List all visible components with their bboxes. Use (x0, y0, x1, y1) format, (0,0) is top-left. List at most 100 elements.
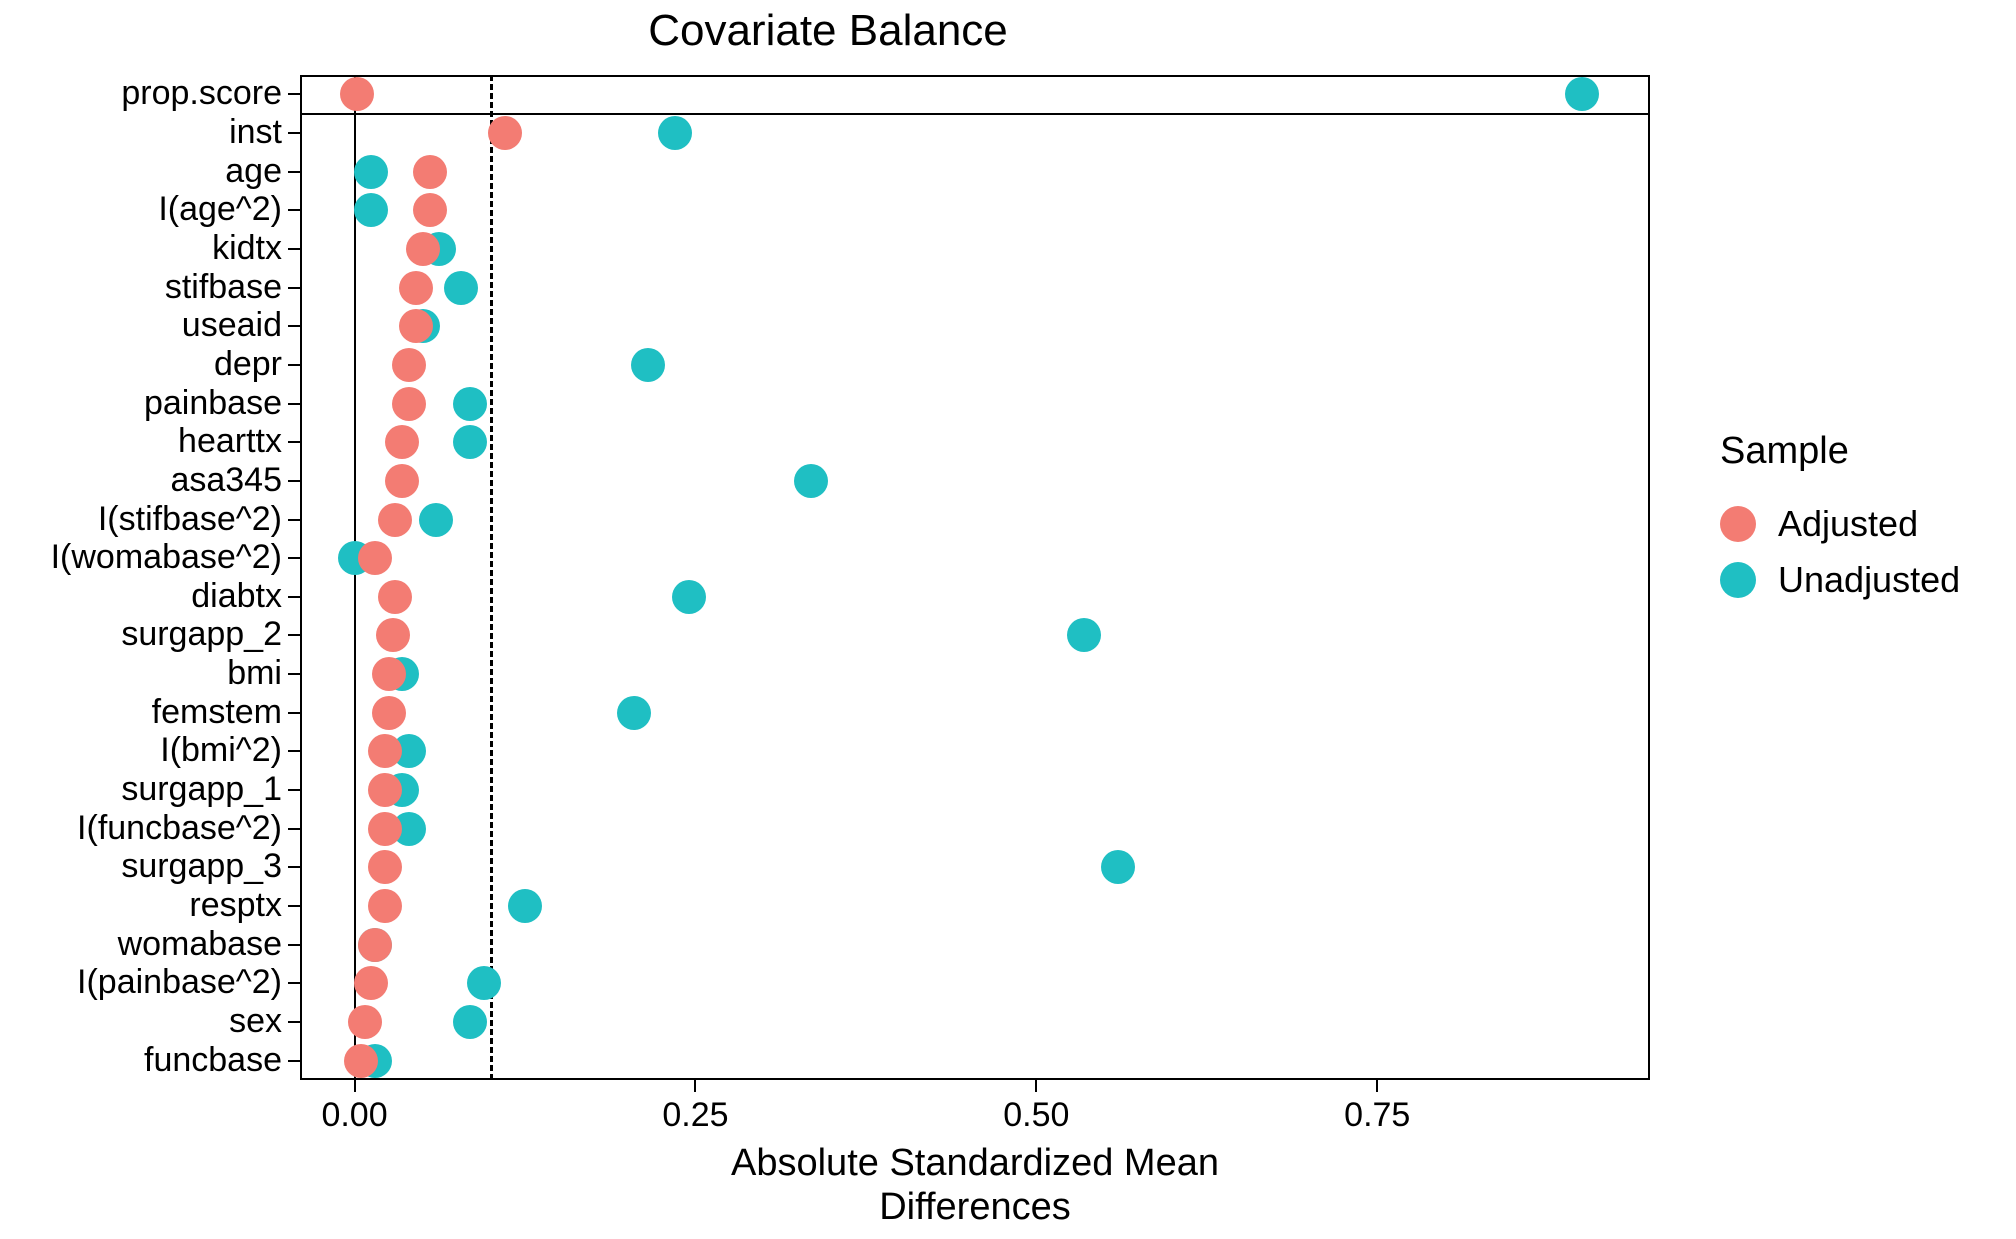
y-tick (288, 789, 300, 791)
point-adjusted (368, 773, 402, 807)
y-axis-label: surgapp_2 (121, 615, 282, 654)
legend-item: Adjusted (1720, 503, 1960, 545)
y-axis-label: I(womabase^2) (51, 538, 282, 577)
y-axis-label: I(painbase^2) (77, 963, 282, 1002)
y-tick (288, 634, 300, 636)
ref-line-zero (354, 75, 356, 1080)
y-tick (288, 1060, 300, 1062)
y-axis-label: femstem (152, 693, 282, 732)
y-tick (288, 93, 300, 95)
point-unadjusted (1101, 850, 1135, 884)
y-axis-label: resptx (189, 886, 282, 925)
point-unadjusted (453, 1005, 487, 1039)
y-axis-label: stifbase (165, 268, 282, 307)
x-tick (1035, 1080, 1037, 1092)
y-axis-label: useaid (182, 306, 282, 345)
point-unadjusted (672, 580, 706, 614)
y-axis-label: bmi (227, 654, 282, 693)
point-adjusted (406, 232, 440, 266)
x-axis-tick-label: 0.50 (1003, 1096, 1069, 1135)
x-axis-tick-label: 0.00 (321, 1096, 387, 1135)
y-axis-label: surgapp_3 (121, 847, 282, 886)
legend-swatch-icon (1720, 562, 1756, 598)
y-tick (288, 905, 300, 907)
legend-label: Adjusted (1778, 503, 1918, 545)
y-tick (288, 364, 300, 366)
point-unadjusted (658, 116, 692, 150)
ref-line-threshold (490, 75, 493, 1080)
point-unadjusted (631, 348, 665, 382)
y-tick (288, 480, 300, 482)
legend-title: Sample (1720, 430, 1960, 473)
legend: Sample Adjusted Unadjusted (1720, 430, 1960, 615)
x-axis-title: Absolute Standardized MeanDifferences (300, 1142, 1650, 1229)
y-axis-label: I(stifbase^2) (98, 500, 282, 539)
y-axis-label: womabase (118, 925, 282, 964)
x-axis-tick-label: 0.75 (1344, 1096, 1410, 1135)
y-axis-label: kidtx (212, 229, 282, 268)
y-tick (288, 325, 300, 327)
point-adjusted (399, 271, 433, 305)
point-unadjusted (419, 503, 453, 537)
point-unadjusted (617, 696, 651, 730)
point-adjusted (399, 309, 433, 343)
point-unadjusted (354, 155, 388, 189)
point-adjusted (358, 928, 392, 962)
y-tick (288, 596, 300, 598)
y-axis-label: inst (229, 113, 282, 152)
covariate-balance-chart: Covariate Balance prop.scoreinstageI(age… (0, 0, 2016, 1239)
point-adjusted (413, 193, 447, 227)
point-unadjusted (444, 271, 478, 305)
point-unadjusted (794, 464, 828, 498)
legend-label: Unadjusted (1778, 559, 1960, 601)
y-tick (288, 403, 300, 405)
point-adjusted (368, 734, 402, 768)
point-adjusted (344, 1044, 378, 1078)
y-tick (288, 750, 300, 752)
legend-swatch-icon (1720, 506, 1756, 542)
point-unadjusted (453, 425, 487, 459)
y-tick (288, 171, 300, 173)
y-axis-label: I(funcbase^2) (77, 809, 282, 848)
point-adjusted (340, 77, 374, 111)
separator-line (300, 113, 1650, 115)
point-adjusted (358, 541, 392, 575)
y-tick (288, 944, 300, 946)
point-adjusted (372, 696, 406, 730)
y-tick (288, 1021, 300, 1023)
point-unadjusted (1565, 77, 1599, 111)
point-adjusted (368, 812, 402, 846)
point-unadjusted (354, 193, 388, 227)
point-adjusted (392, 387, 426, 421)
point-unadjusted (1067, 618, 1101, 652)
y-axis-label: funcbase (144, 1041, 282, 1080)
x-tick (694, 1080, 696, 1092)
point-unadjusted (467, 966, 501, 1000)
y-axis-label: depr (214, 345, 282, 384)
point-adjusted (372, 657, 406, 691)
y-axis-label: asa345 (170, 461, 282, 500)
point-adjusted (354, 966, 388, 1000)
x-axis-tick-label: 0.25 (662, 1096, 728, 1135)
y-tick (288, 441, 300, 443)
point-adjusted (376, 618, 410, 652)
point-unadjusted (453, 387, 487, 421)
y-tick (288, 712, 300, 714)
y-tick (288, 982, 300, 984)
y-axis-label: hearttx (178, 422, 282, 461)
point-adjusted (385, 425, 419, 459)
x-tick (354, 1080, 356, 1092)
y-axis-label: surgapp_1 (121, 770, 282, 809)
y-tick (288, 132, 300, 134)
y-tick (288, 866, 300, 868)
plot-area (300, 75, 1650, 1080)
y-axis-label: I(bmi^2) (160, 731, 282, 770)
y-axis-label: sex (229, 1002, 282, 1041)
y-tick (288, 557, 300, 559)
y-tick (288, 519, 300, 521)
point-adjusted (368, 889, 402, 923)
y-tick (288, 828, 300, 830)
point-adjusted (392, 348, 426, 382)
point-unadjusted (508, 889, 542, 923)
point-adjusted (378, 503, 412, 537)
